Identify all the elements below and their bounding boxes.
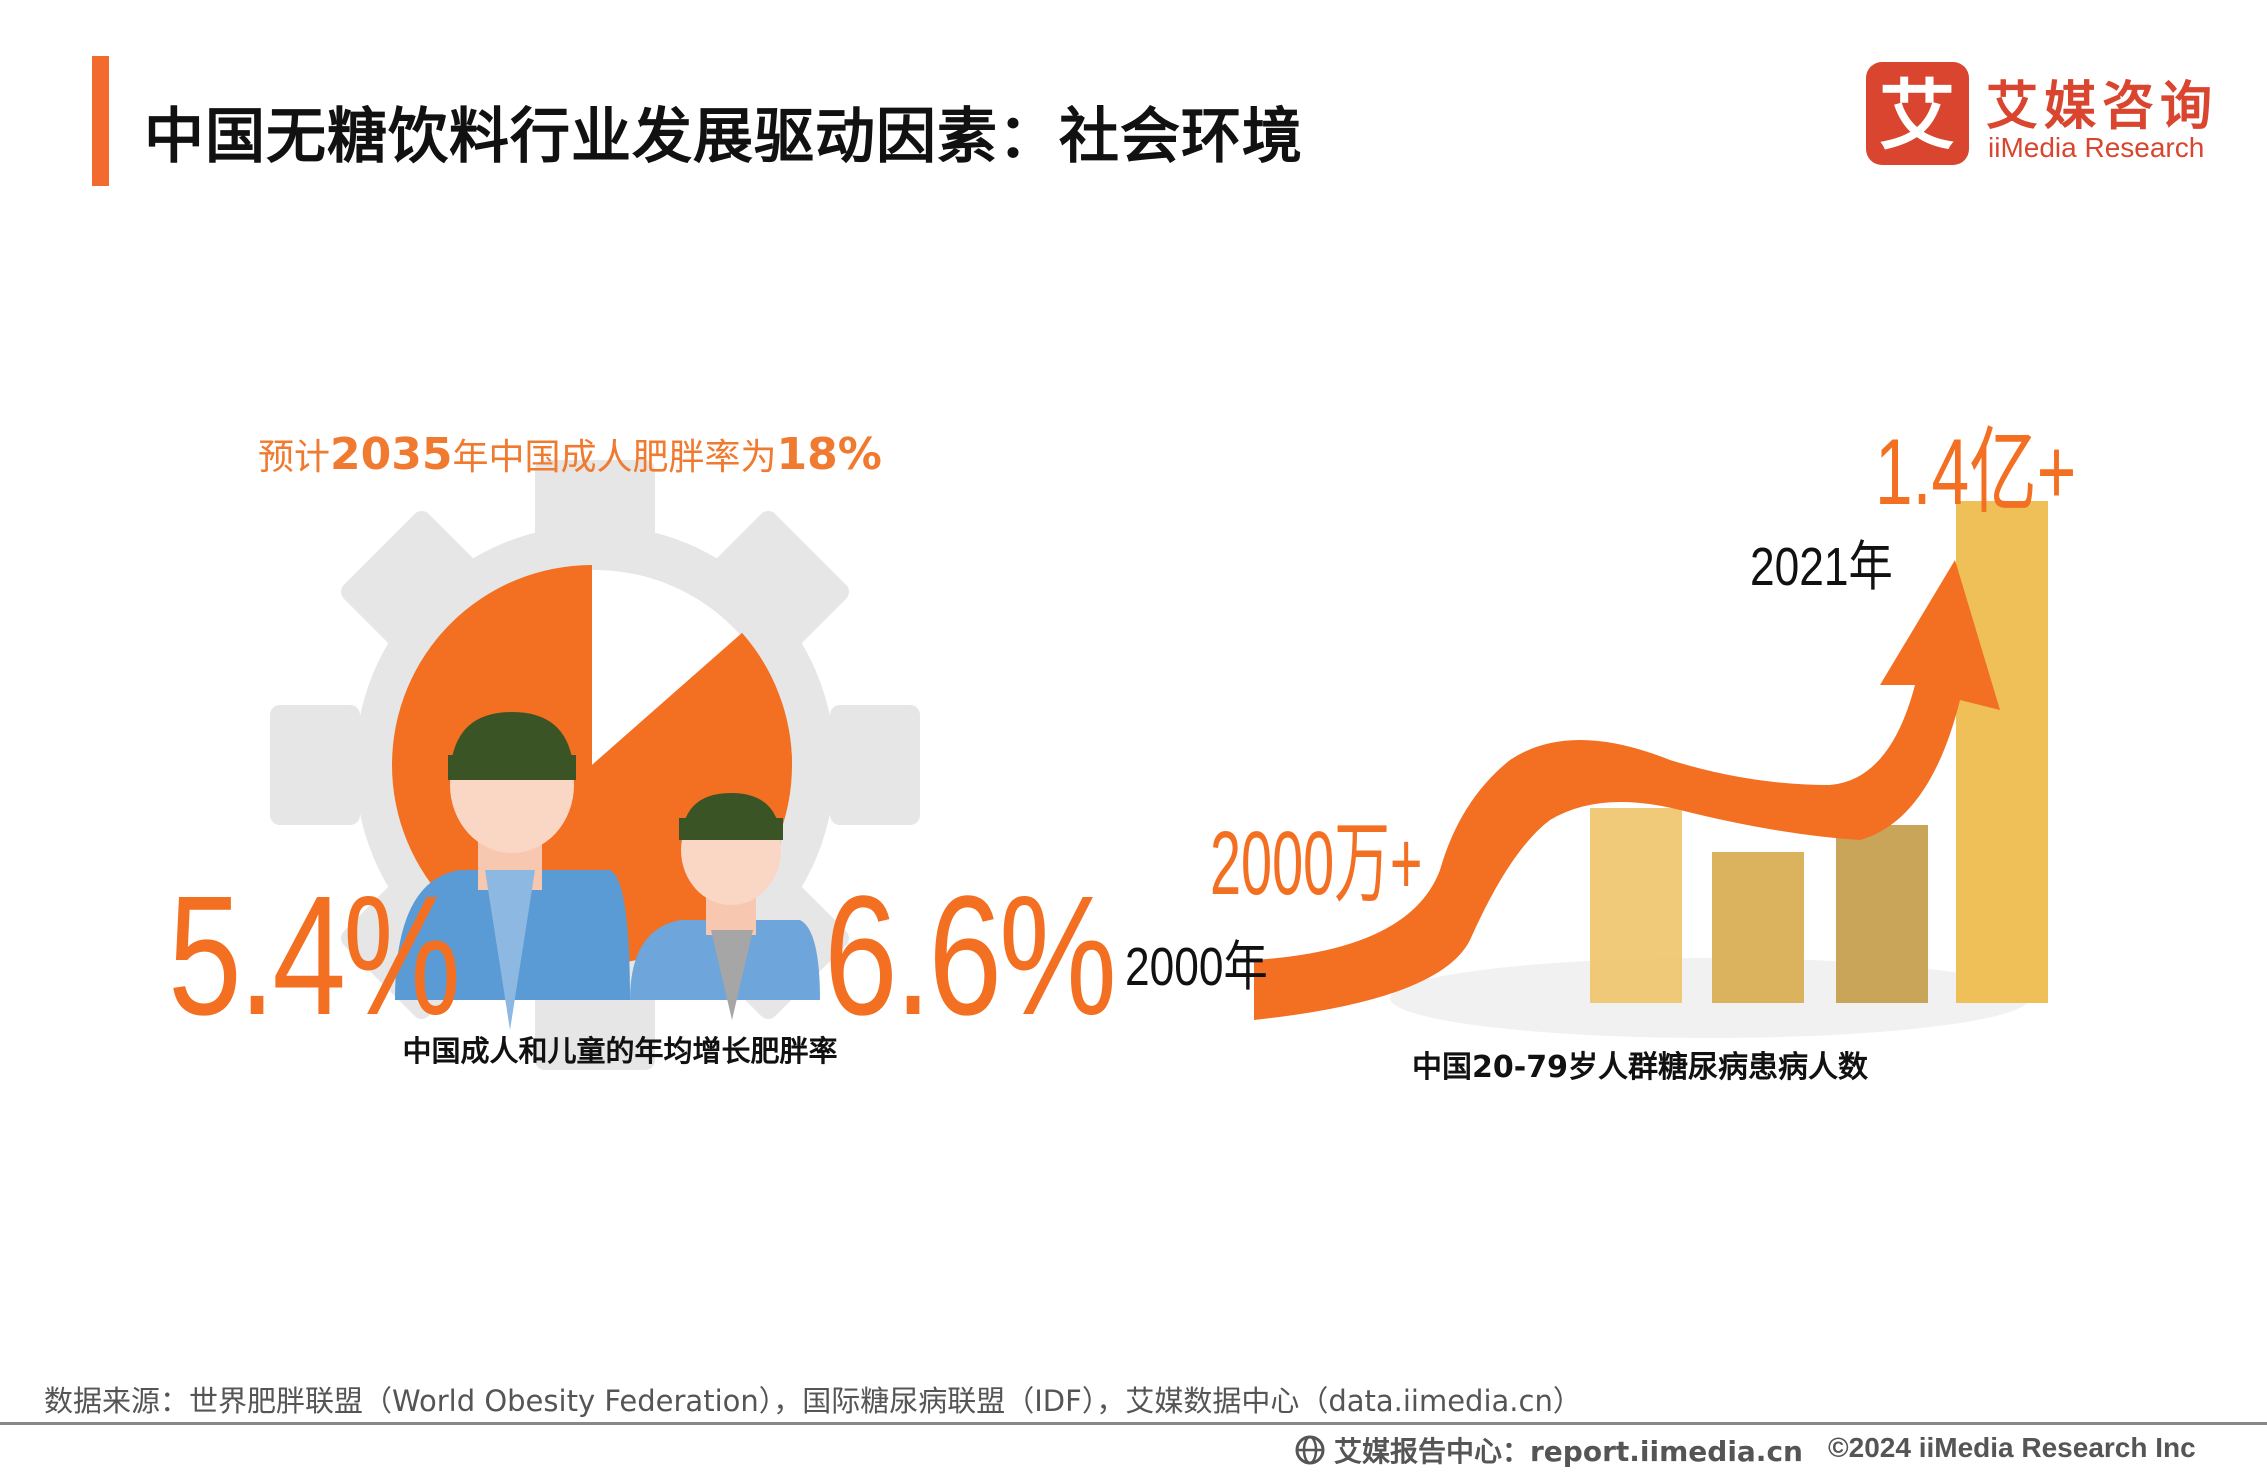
obesity-caption: 中国成人和儿童的年均增长肥胖率 [402, 1034, 838, 1068]
forecast-prefix: 预计 [258, 437, 331, 478]
logo-name-cn: 艾媒咨询 [1986, 77, 2219, 137]
logo-mark-glyph: 艾 [1879, 71, 1955, 160]
diabetes-caption: 中国20-79岁人群糖尿病患病人数 [1412, 1050, 1868, 1085]
data-source: 数据来源：世界肥胖联盟（World Obesity Federation），国际… [44, 1384, 1582, 1418]
diabetes-2000-year: 2000年 [1125, 937, 1268, 997]
page-title: 中国无糖饮料行业发展驱动因素：社会环境 [144, 102, 1303, 172]
forecast-text: 年中国成人肥胖率为 [452, 437, 777, 478]
globe-icon [1295, 1435, 1325, 1465]
forecast-value: 18% [776, 429, 882, 480]
child-person-icon [630, 793, 820, 1020]
bar-2 [1712, 852, 1804, 1003]
logo-mark: 艾 [1866, 62, 1969, 165]
child-obesity-rate: 6.6% [824, 861, 1117, 1051]
diabetes-2021-value: 1.4亿+ [1875, 419, 2077, 524]
bar-1 [1590, 808, 1682, 1003]
copyright: ©2024 iiMedia Research Inc [1828, 1432, 2196, 1463]
title-accent-bar [92, 56, 109, 186]
shadow-ellipse [1390, 958, 2030, 1038]
logo-mark-icon: 艾 [1879, 71, 1955, 160]
obesity-illustration [270, 460, 920, 1070]
forecast-year: 2035 [330, 429, 453, 480]
bar-3 [1836, 825, 1928, 1003]
footer-divider [0, 1422, 2267, 1425]
pie-slice-inner [592, 633, 792, 765]
report-center-link[interactable]: 艾媒报告中心：report.iimedia.cn [1294, 1430, 1803, 1470]
diabetes-illustration [1254, 501, 2048, 1038]
diabetes-2000-value: 2000万+ [1210, 814, 1423, 914]
adult-person-icon [395, 712, 630, 1030]
logo-name-en: iiMedia Research [1988, 132, 2205, 163]
report-center-text: 艾媒报告中心：report.iimedia.cn [1334, 1435, 1803, 1468]
diabetes-2021-year: 2021年 [1750, 537, 1893, 597]
obesity-forecast: 预计2035年中国成人肥胖率为18% [258, 428, 882, 480]
company-logo[interactable]: 艾 艾媒咨询 iiMedia Research [1866, 62, 2238, 172]
growth-arrow-icon [1254, 560, 2000, 1020]
adult-obesity-rate: 5.4% [168, 861, 461, 1051]
bar-4 [1956, 501, 2048, 1003]
